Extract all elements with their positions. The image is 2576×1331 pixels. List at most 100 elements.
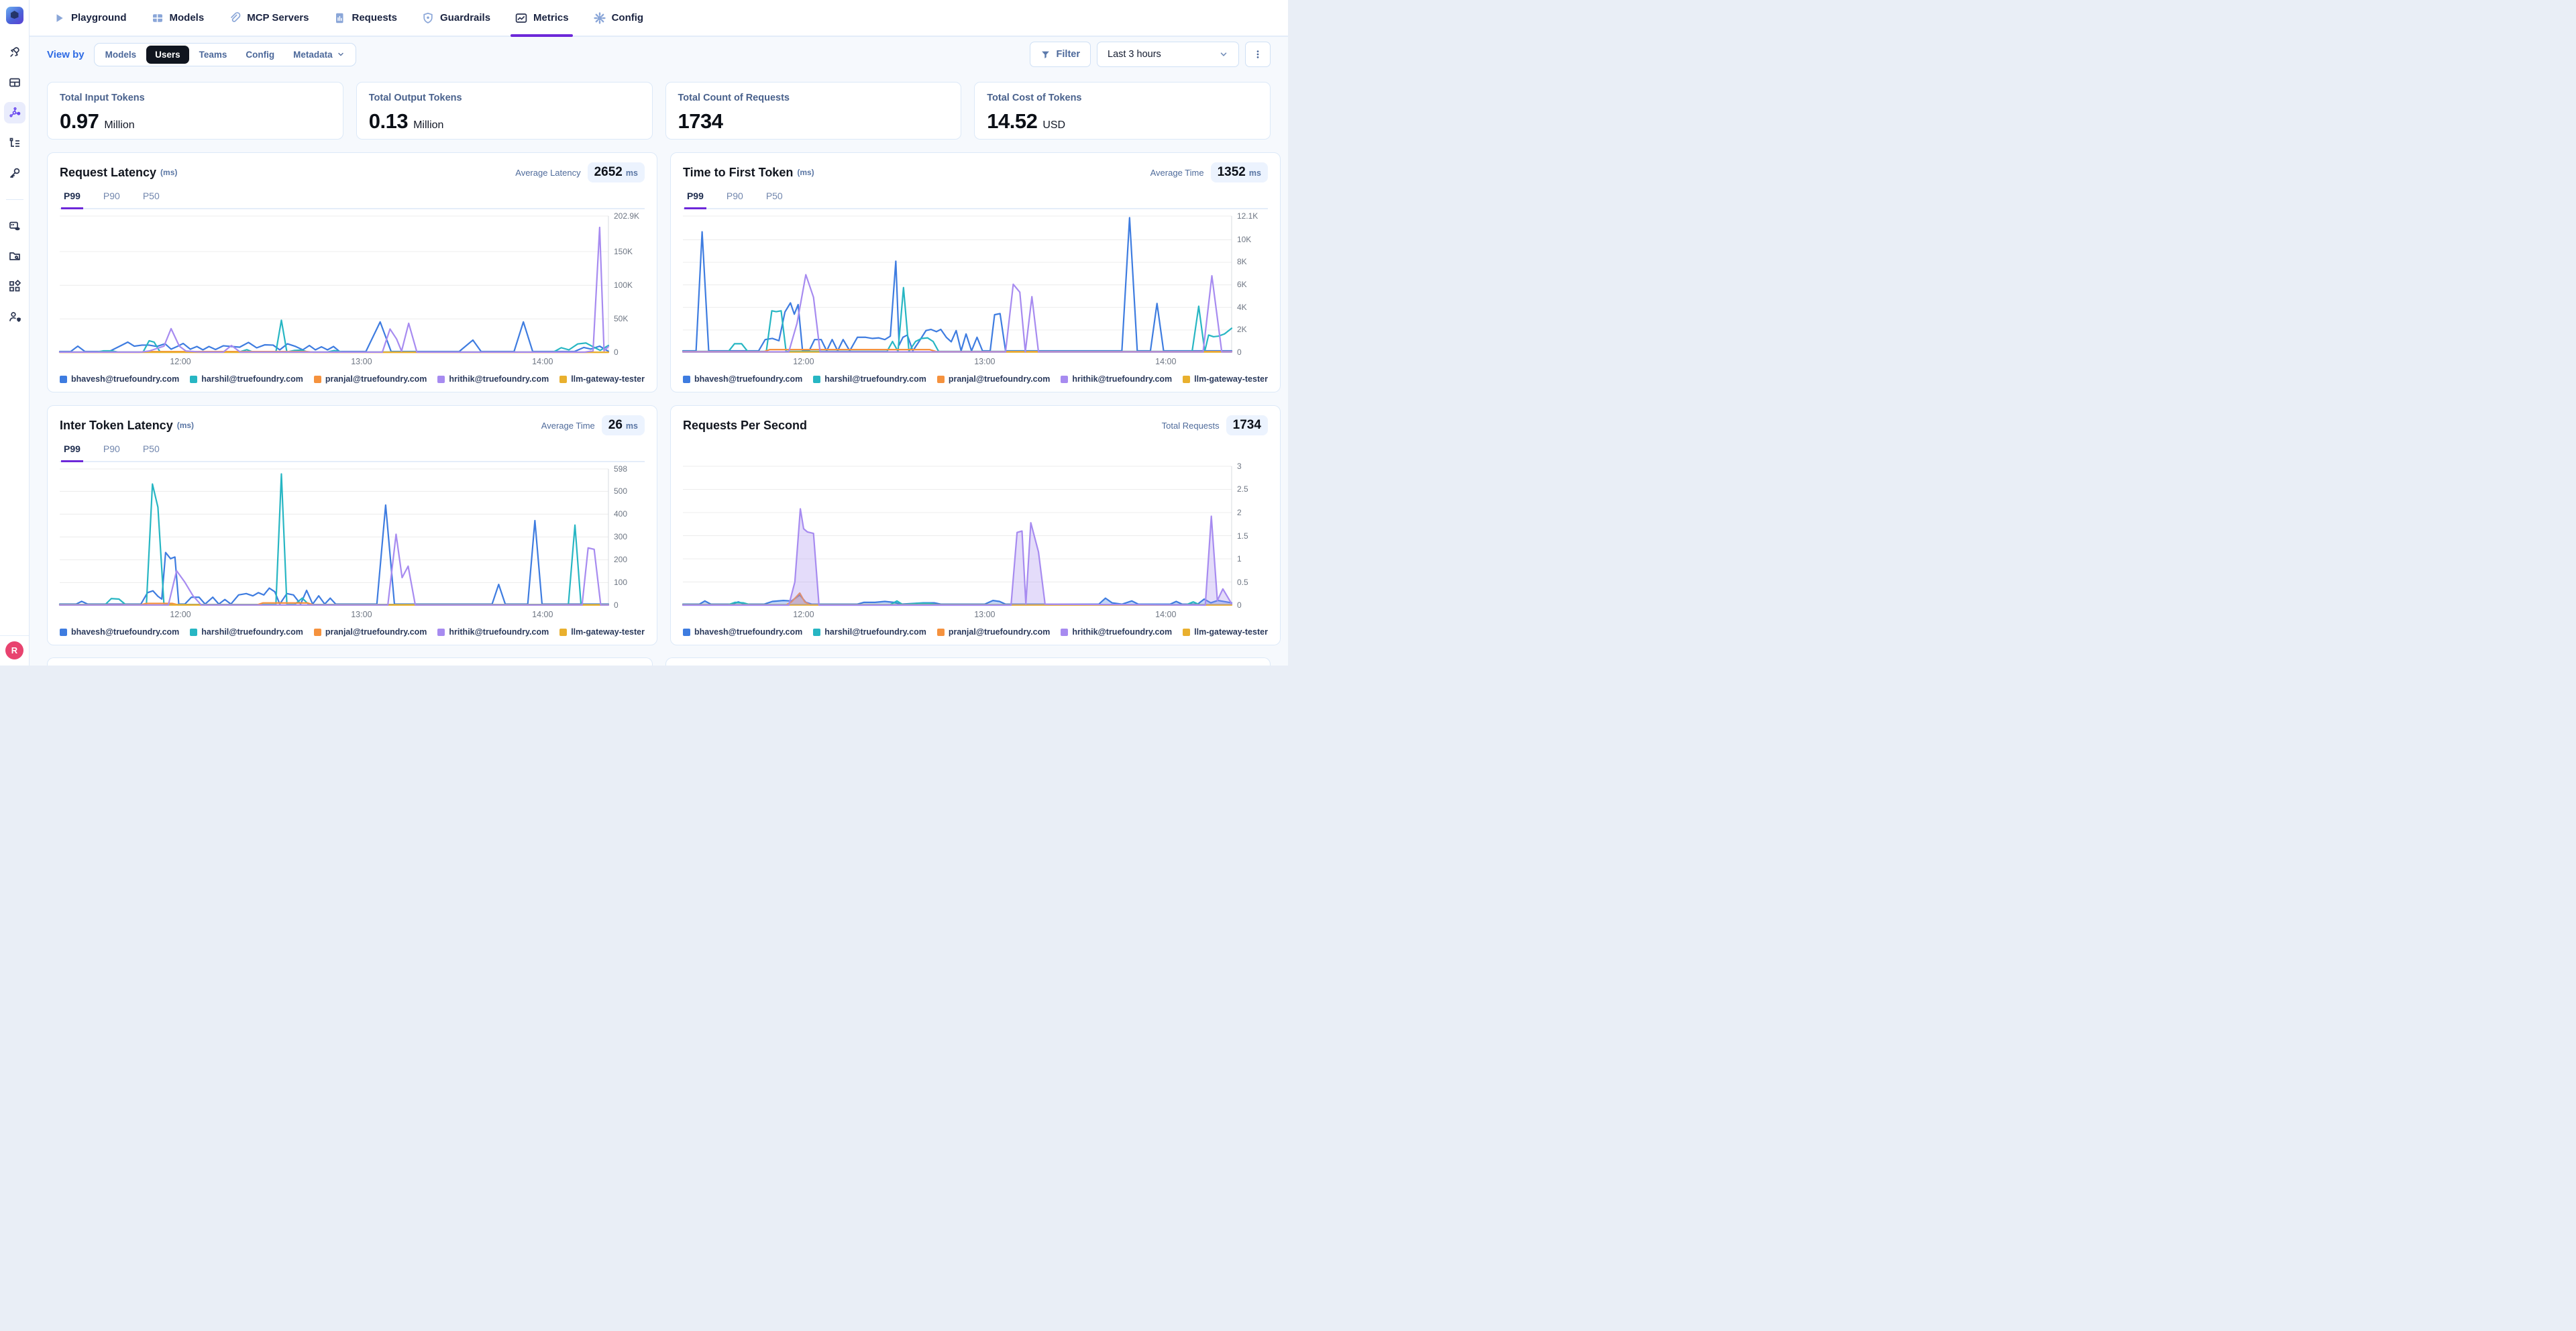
nav-tab-config[interactable]: Config (593, 0, 643, 36)
inter-token-latency-chart[interactable]: 598 500 400 300 200 100 0 12:00 13:00 14:00 (60, 464, 645, 622)
more-options-button[interactable] (1245, 42, 1271, 67)
sidebar-footer: R (0, 635, 29, 666)
legend-item[interactable]: hrithik@truefoundry.com (1061, 627, 1172, 637)
view-tab-teams[interactable]: Teams (199, 49, 227, 60)
tab-p90[interactable]: P90 (103, 443, 120, 454)
stat-label: Total Count of Requests (678, 93, 790, 103)
legend-color-swatch (437, 628, 445, 636)
panel-title: Inter Token Latency (60, 418, 173, 432)
legend-item[interactable]: bhavesh@truefoundry.com (60, 374, 179, 384)
document-chart-icon (333, 11, 346, 25)
legend-label: hrithik@truefoundry.com (449, 627, 549, 637)
stat-card-total-input-tokens: Total Input Tokens 0.97 Million (47, 82, 343, 140)
y-axis-labels: 202.9K 150K 100K 50K 0 (608, 211, 645, 358)
kebab-icon (1256, 50, 1259, 58)
panel-stat-label: Average Latency (515, 167, 581, 178)
nav-label: Guardrails (440, 12, 491, 23)
tab-p99[interactable]: P99 (61, 191, 83, 209)
legend-label: bhavesh@truefoundry.com (71, 374, 180, 384)
partial-panel (47, 657, 653, 666)
legend-label: bhavesh@truefoundry.com (71, 627, 180, 637)
legend-item[interactable]: harshil@truefoundry.com (190, 627, 303, 637)
tab-p99[interactable]: P99 (61, 443, 83, 462)
nav-label: Playground (71, 12, 127, 23)
legend-item[interactable]: pranjal@truefoundry.com (936, 374, 1050, 384)
tab-p50[interactable]: P50 (142, 443, 160, 454)
y-tick-label: 3 (1236, 462, 1242, 471)
view-tab-models[interactable]: Models (105, 49, 137, 60)
view-tab-users[interactable]: Users (146, 45, 189, 64)
legend-item[interactable]: hrithik@truefoundry.com (437, 374, 549, 384)
tab-p90[interactable]: P90 (103, 191, 120, 201)
legend-item[interactable]: bhavesh@truefoundry.com (60, 627, 179, 637)
rocket-icon[interactable] (4, 42, 25, 63)
funnel-icon (1041, 51, 1049, 58)
user-avatar[interactable]: R (5, 641, 23, 659)
truefoundry-logo[interactable] (5, 7, 23, 24)
gateway-network-icon-active[interactable] (3, 102, 25, 123)
legend-item[interactable]: harshil@truefoundry.com (813, 374, 926, 384)
chart-panels-row-2: Inter Token Latency (ms) Average Time 26… (47, 405, 1281, 645)
y-axis-labels: 598 500 400 300 200 100 0 (608, 464, 645, 610)
x-tick-label: 14:00 (532, 610, 553, 619)
nav-tab-metrics[interactable]: Metrics (511, 0, 573, 37)
panel-stat-badge: 2652 ms (587, 162, 645, 182)
nav-label: Metrics (533, 12, 569, 23)
legend-item[interactable]: pranjal@truefoundry.com (313, 374, 427, 384)
folder-key-icon[interactable] (4, 246, 25, 267)
view-tab-metadata[interactable]: Metadata (284, 46, 354, 64)
stat-unit: USD (1042, 119, 1066, 131)
series-line-bhavesh@truefoundry.com (60, 321, 608, 351)
tab-p99[interactable]: P99 (684, 191, 706, 209)
legend-item[interactable]: bhavesh@truefoundry.com (682, 627, 802, 637)
stat-unit: Million (413, 119, 444, 131)
y-tick-label: 2 (1236, 507, 1242, 517)
request-latency-chart[interactable]: 202.9K 150K 100K 50K 0 12:00 13:00 14:00 (60, 211, 645, 369)
legend-item[interactable]: harshil@truefoundry.com (813, 627, 926, 637)
panel-title: Time to First Token (682, 165, 794, 179)
nav-tab-playground[interactable]: Playground (52, 0, 127, 36)
chart-legend: bhavesh@truefoundry.com harshil@truefound… (60, 627, 645, 637)
left-sidebar: R (0, 0, 30, 666)
tree-list-icon[interactable] (4, 132, 25, 154)
legend-item[interactable]: llm-gateway-tester (559, 374, 645, 384)
legend-color-swatch (559, 628, 568, 636)
paperclip-icon (228, 11, 241, 25)
legend-item[interactable]: pranjal@truefoundry.com (313, 627, 427, 637)
legend-color-swatch (1061, 628, 1069, 636)
requests-per-second-chart[interactable]: 3 2.5 2 1.5 1 0.5 0 12:00 13:00 14:00 (683, 462, 1268, 621)
percentile-tabs: P99 P90 P50 (682, 191, 1268, 209)
table-icon[interactable] (4, 72, 25, 93)
legend-item[interactable]: hrithik@truefoundry.com (437, 627, 549, 637)
user-shield-icon[interactable] (4, 306, 25, 327)
legend-item[interactable]: hrithik@truefoundry.com (1061, 374, 1172, 384)
legend-item[interactable]: llm-gateway-tester (1183, 627, 1268, 637)
legend-item[interactable]: harshil@truefoundry.com (190, 374, 303, 384)
y-tick-label: 10K (1236, 234, 1252, 244)
device-cloud-icon[interactable] (4, 215, 25, 237)
x-tick-label: 14:00 (1155, 357, 1177, 366)
y-tick-label: 8K (1236, 257, 1247, 267)
legend-item[interactable]: llm-gateway-tester (1183, 374, 1268, 384)
legend-item[interactable]: bhavesh@truefoundry.com (682, 374, 803, 384)
legend-color-swatch (813, 628, 821, 636)
time-range-select[interactable]: Last 3 hours (1097, 42, 1239, 67)
nav-tab-models[interactable]: Models (151, 0, 204, 36)
tab-p50[interactable]: P50 (142, 191, 160, 201)
legend-label: bhavesh@truefoundry.com (694, 374, 803, 384)
filter-button[interactable]: Filter (1029, 42, 1091, 67)
components-icon[interactable] (4, 276, 25, 297)
key-icon[interactable] (4, 162, 25, 184)
nav-tab-mcp-servers[interactable]: MCP Servers (228, 0, 309, 36)
view-tab-config[interactable]: Config (246, 49, 275, 60)
nav-tab-guardrails[interactable]: Guardrails (421, 0, 490, 36)
nav-tab-requests[interactable]: Requests (333, 0, 397, 36)
legend-label: pranjal@truefoundry.com (948, 627, 1051, 637)
legend-item[interactable]: llm-gateway-tester (559, 627, 645, 637)
percentile-tabs: P99 P90 P50 (60, 443, 645, 462)
tab-p90[interactable]: P90 (726, 191, 743, 201)
time-to-first-token-chart[interactable]: 12.1K 10K 8K 6K 4K 2K 0 12:00 13:00 14:00 (683, 211, 1268, 369)
legend-item[interactable]: pranjal@truefoundry.com (936, 627, 1051, 637)
tab-p50[interactable]: P50 (765, 191, 783, 201)
legend-color-swatch (60, 375, 67, 383)
